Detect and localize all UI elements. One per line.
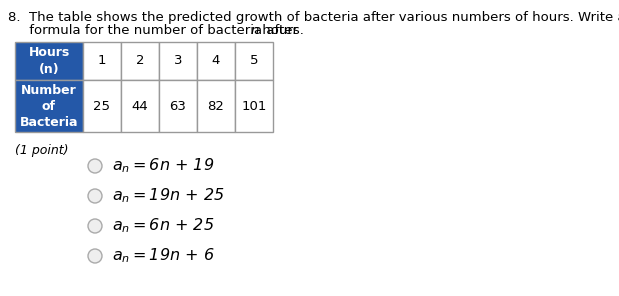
Bar [197, 42, 235, 80]
Text: formula for the number of bacteria after: formula for the number of bacteria after [8, 24, 302, 37]
Text: 2: 2 [136, 54, 144, 67]
Text: Hours
(n): Hours (n) [28, 46, 69, 75]
Bar [235, 42, 273, 80]
Text: 25: 25 [93, 99, 111, 112]
Text: 8.  The table shows the predicted growth of bacteria after various numbers of ho: 8. The table shows the predicted growth … [8, 11, 619, 24]
Text: Number
of
Bacteria: Number of Bacteria [20, 83, 78, 128]
Text: 101: 101 [241, 99, 267, 112]
Circle shape [88, 189, 102, 203]
Bar [235, 80, 273, 132]
Bar [159, 80, 197, 132]
Text: 63: 63 [170, 99, 186, 112]
Circle shape [88, 249, 102, 263]
Text: 4: 4 [212, 54, 220, 67]
Text: $a_n$$\mathregular{ = }$$\mathregular{6n}$ $+$ $\mathregular{25}$: $a_n$$\mathregular{ = }$$\mathregular{6n… [112, 217, 214, 235]
Bar [15, 80, 83, 132]
Circle shape [88, 159, 102, 173]
Bar [159, 42, 197, 80]
Text: $a_n$$\mathregular{ = }$$\mathregular{19n}$ $+$ $\mathregular{25}$: $a_n$$\mathregular{ = }$$\mathregular{19… [112, 187, 225, 205]
Text: 3: 3 [174, 54, 182, 67]
Bar [121, 42, 159, 80]
Text: (1 point): (1 point) [15, 144, 69, 157]
Bar [83, 80, 121, 132]
Bar [197, 80, 235, 132]
Text: 44: 44 [132, 99, 149, 112]
Text: $a_n$$\mathregular{ = }$$\mathregular{6n}$ $+$ $\mathregular{19}$: $a_n$$\mathregular{ = }$$\mathregular{6n… [112, 157, 214, 175]
Text: 82: 82 [207, 99, 225, 112]
Text: n: n [251, 24, 259, 37]
Bar [83, 42, 121, 80]
Text: 1: 1 [98, 54, 106, 67]
Bar [121, 80, 159, 132]
Circle shape [88, 219, 102, 233]
Text: 5: 5 [249, 54, 258, 67]
Bar [15, 42, 83, 80]
Text: $a_n$$\mathregular{ = }$$\mathregular{19n}$ $+$ $\mathregular{6}$: $a_n$$\mathregular{ = }$$\mathregular{19… [112, 247, 215, 265]
Text: hours.: hours. [258, 24, 304, 37]
